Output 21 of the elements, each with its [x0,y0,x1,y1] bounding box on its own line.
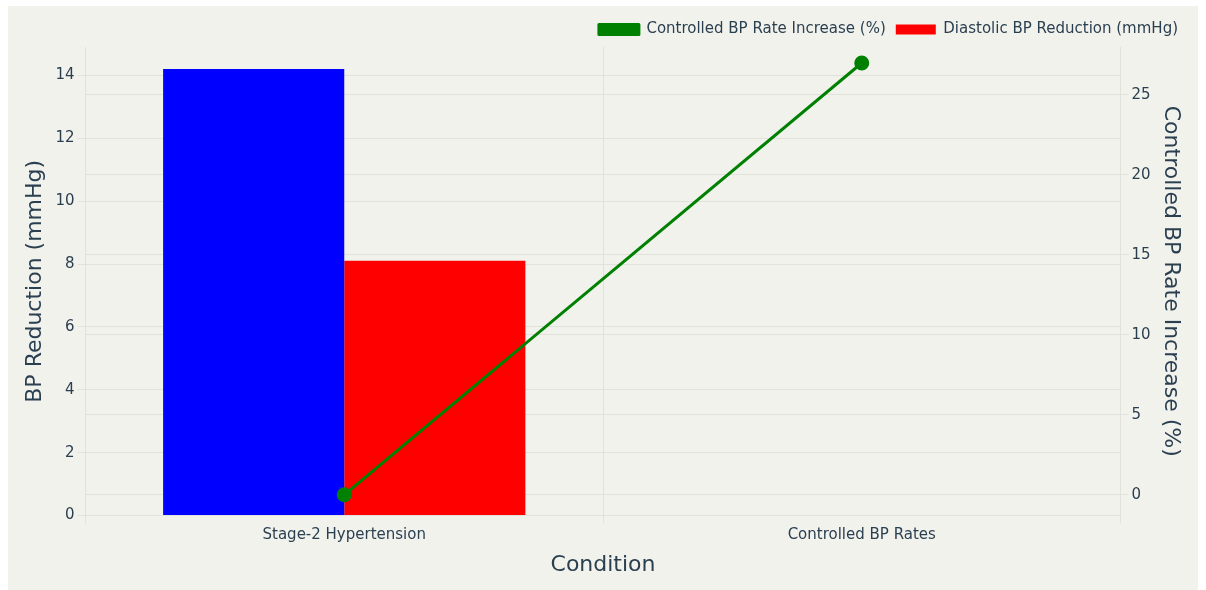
y2-tick-label: 20 [1131,164,1151,183]
y-tick-label: 0 [64,505,75,524]
y2-tick-label: 25 [1131,84,1151,103]
y-axis-title: BP Reduction (mmHg) [20,159,46,403]
y-tick-label: 12 [55,128,75,147]
y-tick-label: 8 [64,253,75,272]
y2-tick-label: 10 [1131,324,1151,343]
legend-label: Diastolic BP Reduction (mmHg) [943,19,1179,38]
y-tick-label: 14 [55,65,75,84]
legend-label: Controlled BP Rate Increase (%) [646,19,886,38]
y-tick-label: 2 [64,442,75,461]
y2-tick-label: 5 [1131,404,1142,423]
y2-tick-label: 15 [1131,244,1151,263]
y-tick-label: 10 [55,190,75,209]
x-tick-label: Stage-2 Hypertension [262,525,426,544]
y-tick-label: 6 [64,316,75,335]
y2-tick-label: 0 [1131,484,1142,503]
x-axis-title: Condition [550,550,656,576]
x-tick-label: Controlled BP Rates [787,525,937,544]
y-tick-label: 4 [64,379,75,398]
y2-axis-title: Controlled BP Rate Increase (%) [1160,105,1186,457]
